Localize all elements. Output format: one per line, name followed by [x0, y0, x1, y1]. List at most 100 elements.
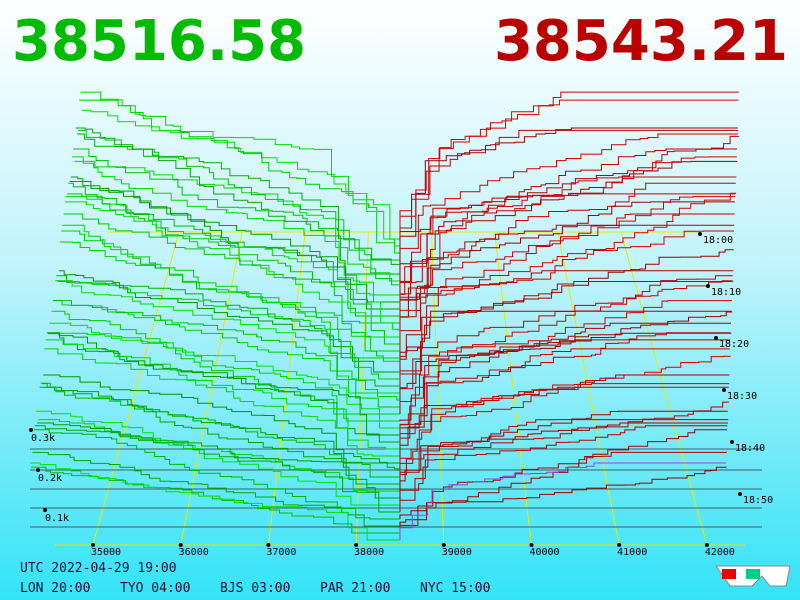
price-tick	[617, 543, 622, 547]
bid-depth-line	[69, 181, 400, 310]
bid-depth-line	[56, 275, 400, 387]
bid-depth-line	[68, 182, 400, 317]
ask-depth-line	[399, 451, 727, 526]
time-label: 18:30	[727, 391, 757, 402]
bid-depth-line	[60, 241, 401, 365]
size-tick	[29, 428, 33, 432]
ask-depth-line	[399, 374, 730, 463]
size-label: 0.1k	[45, 513, 69, 524]
price-label: 36000	[179, 547, 209, 558]
stereo-glasses-icon[interactable]	[715, 565, 791, 587]
bid-depth-line	[74, 160, 400, 282]
ask-depth-line	[399, 281, 734, 379]
bid-depth-line	[70, 176, 400, 303]
ask-depth-line	[399, 230, 734, 358]
price-tick	[91, 543, 95, 547]
bid-depth-line	[37, 422, 400, 499]
axis-labels: 35000 36000 37000 38000 39000 40000 41000 42000…	[20, 232, 773, 596]
city-clock: LON 20:00	[20, 581, 90, 596]
ask-depth-line	[399, 127, 738, 274]
ask-depth-line	[399, 270, 734, 372]
size-label: 0.2k	[38, 473, 62, 484]
time-tick	[738, 492, 742, 496]
bid-depth-line	[61, 230, 400, 359]
ask-depth-line	[399, 410, 728, 505]
bid-depth-line	[36, 410, 400, 506]
ask-depth-line	[399, 311, 733, 400]
price-grid-line	[620, 231, 708, 546]
ask-depth-line	[399, 401, 729, 477]
bid-depth-line	[30, 462, 400, 541]
bid-depth-line	[62, 224, 400, 352]
price-label: 39000	[442, 547, 472, 558]
bid-depth-line	[79, 99, 400, 254]
price-tick	[354, 543, 359, 547]
ask-depth-line	[399, 201, 735, 337]
ask-depth-line	[399, 422, 728, 498]
bid-depth-line	[76, 133, 401, 267]
price-grid-line	[431, 231, 445, 546]
depth-lines	[30, 91, 740, 541]
bid-price: 38516.58	[12, 9, 306, 74]
size-tick	[43, 508, 47, 512]
ask-depth-line	[399, 213, 735, 344]
ask-depth-line	[399, 91, 739, 246]
bid-depth-line	[50, 332, 400, 422]
bid-depth-line	[52, 300, 400, 408]
price-label: 38000	[354, 547, 384, 558]
bid-depth-line	[34, 425, 400, 513]
time-label: 18:10	[711, 287, 741, 298]
bid-depth-line	[49, 322, 400, 429]
bid-depth-line	[32, 451, 400, 527]
ask-depth-line	[399, 160, 738, 281]
size-tick	[36, 468, 40, 472]
ask-depth-line	[399, 425, 728, 512]
ask-depth-line	[399, 322, 731, 429]
bid-depth-line	[73, 148, 401, 288]
ask-depth-line	[399, 182, 736, 316]
price-label: 35000	[91, 547, 121, 558]
ask-depth-line	[399, 386, 729, 484]
city-clock: NYC 15:00	[420, 581, 490, 596]
bid-depth-line	[66, 196, 400, 331]
bid-depth-line	[44, 348, 400, 457]
time-tick	[698, 232, 702, 236]
price-tick	[529, 543, 534, 547]
time-tick	[722, 388, 726, 392]
price-label: 40000	[529, 547, 559, 558]
ask-depth-line	[399, 332, 731, 442]
ask-price: 38543.21	[494, 9, 788, 74]
city-clock: BJS 03:00	[220, 581, 290, 596]
ask-depth-line	[399, 332, 732, 421]
bid-depth-line	[51, 310, 400, 415]
ask-depth-line	[399, 355, 731, 435]
time-label: 18:20	[719, 339, 749, 350]
bid-depth-line	[33, 429, 400, 520]
time-label: 18:40	[735, 443, 765, 454]
time-tick	[706, 284, 710, 288]
bid-depth-line	[39, 386, 400, 485]
ask-depth-line	[399, 133, 738, 267]
bid-depth-line	[57, 281, 400, 380]
price-tick	[266, 543, 271, 547]
bid-depth-line	[81, 109, 400, 240]
ask-depth-line	[399, 176, 737, 302]
bid-depth-line	[67, 193, 400, 324]
ask-depth-line	[399, 224, 735, 351]
ask-depth-line	[399, 466, 727, 533]
price-tick	[441, 543, 446, 547]
ask-depth-line	[399, 249, 734, 365]
city-clock: TYO 04:00	[120, 581, 190, 596]
time-tick	[714, 336, 718, 340]
bid-depth-line	[55, 280, 400, 394]
ask-depth-line	[399, 383, 730, 470]
ask-depth-line	[399, 348, 730, 456]
time-label: 18:50	[743, 495, 773, 506]
ask-depth-line	[399, 99, 739, 253]
ask-depth-line	[399, 193, 736, 323]
bid-depth-line	[54, 299, 400, 401]
ask-depth-line	[399, 129, 739, 260]
ask-depth-line	[399, 300, 732, 407]
bid-depth-line	[43, 374, 400, 464]
